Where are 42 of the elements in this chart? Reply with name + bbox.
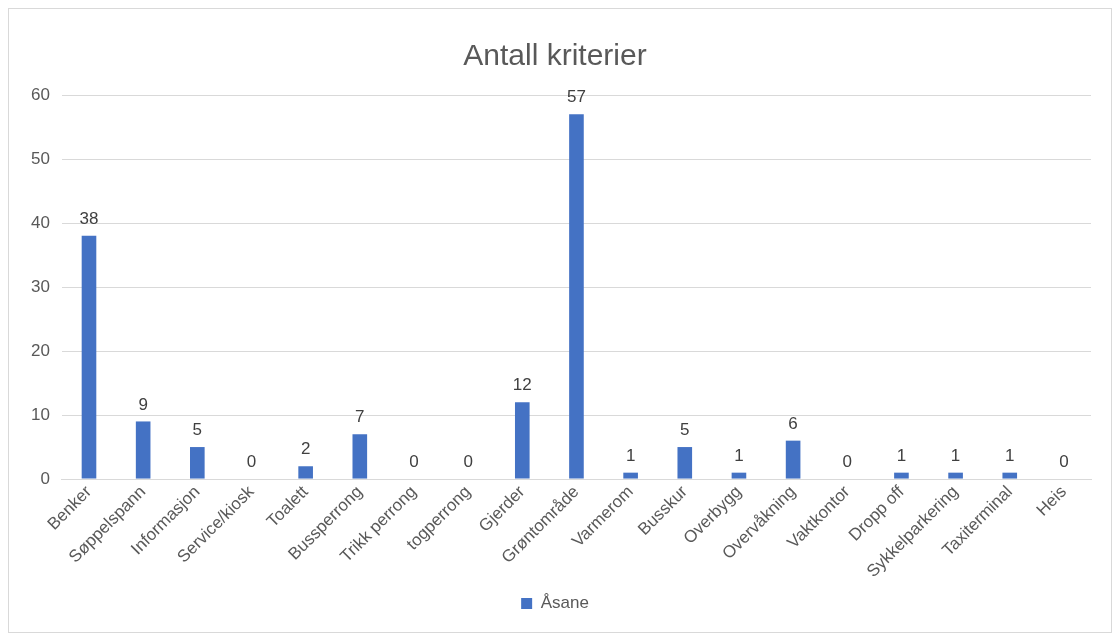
data-label: 5 (680, 420, 690, 440)
data-label: 7 (355, 407, 365, 427)
bar (894, 472, 909, 479)
data-label: 0 (1059, 452, 1069, 472)
bar (569, 114, 584, 479)
y-tick-label: 40 (30, 212, 50, 232)
bar (731, 472, 747, 479)
bar (677, 447, 693, 479)
bar (81, 235, 97, 479)
data-label: 12 (512, 375, 532, 395)
data-label: 0 (463, 452, 473, 472)
bar (623, 472, 638, 479)
data-label: 0 (409, 452, 419, 472)
data-label: 1 (950, 445, 961, 465)
data-label: 9 (138, 394, 148, 414)
chart-title: Antall kriterier (463, 38, 647, 72)
bar (352, 434, 368, 479)
data-label: 2 (300, 439, 311, 459)
legend-label: Åsane (540, 593, 589, 613)
y-tick-label: 30 (30, 276, 50, 296)
data-label: 5 (192, 420, 203, 440)
bar (785, 440, 801, 479)
y-tick-label: 60 (30, 84, 50, 104)
bar (135, 421, 151, 479)
data-label: 38 (79, 209, 99, 229)
data-label: 57 (566, 87, 586, 107)
y-tick-label: 10 (30, 404, 50, 424)
bar (190, 447, 205, 479)
data-label: 1 (734, 445, 744, 465)
bar (514, 402, 530, 479)
data-label: 0 (246, 452, 257, 472)
bar (298, 466, 313, 479)
data-label: 0 (842, 452, 852, 472)
data-label: 1 (1005, 445, 1015, 465)
bar (1002, 472, 1018, 479)
y-tick-label: 50 (30, 148, 50, 168)
y-tick-label: 20 (30, 340, 50, 360)
y-tick-label: 0 (40, 468, 50, 488)
data-label: 1 (896, 445, 907, 465)
bar (948, 472, 963, 479)
data-label: 6 (788, 413, 798, 433)
data-label: 1 (625, 445, 636, 465)
